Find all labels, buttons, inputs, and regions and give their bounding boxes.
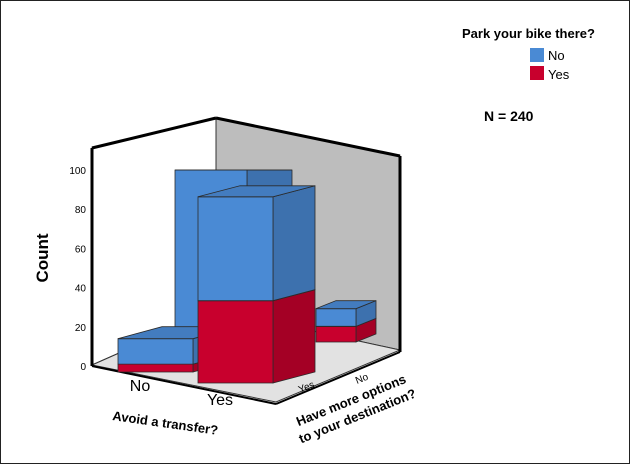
- y-tick-label: 40: [75, 284, 87, 295]
- y-tick-labels: 0 20 40 60 80 100: [69, 166, 86, 373]
- bar-yes-yes-yes-segment-side: [272, 289, 316, 384]
- back-top-edge: [91, 116, 217, 150]
- floor-right-edge: [275, 351, 401, 405]
- legend-label-yes: Yes: [548, 67, 570, 82]
- bar-right-no-segment-front: [315, 308, 357, 327]
- z-tick-no: No: [354, 372, 370, 387]
- back-right-edge: [215, 116, 401, 158]
- bar-yes-yes-no-segment-front: [197, 196, 274, 302]
- y-tick-label: 80: [75, 205, 87, 216]
- sample-size-annotation: N = 240: [484, 108, 534, 124]
- bar-right-yes-segment-front: [315, 325, 357, 343]
- bar-yes-yes-no-segment-side: [272, 185, 316, 302]
- y-tick-label: 60: [75, 244, 87, 255]
- legend-swatch-yes: [530, 66, 544, 80]
- x-tick-yes: Yes: [207, 392, 233, 409]
- y-axis-label: Count: [33, 233, 52, 282]
- bar-no-yes-no-segment-front: [117, 338, 194, 365]
- y-tick-label: 100: [69, 166, 86, 177]
- legend-swatch-no: [530, 48, 544, 62]
- x-axis-label: Avoid a transfer?: [112, 408, 220, 438]
- y-tick-label: 20: [75, 323, 87, 334]
- legend-title: Park your bike there?: [462, 26, 595, 41]
- x-tick-no: No: [130, 378, 151, 395]
- legend-label-no: No: [548, 48, 565, 63]
- bar-right-no-segment-top: [315, 300, 377, 310]
- bar-yes-yes-yes-segment-front: [197, 300, 274, 384]
- y-tick-label: 0: [80, 362, 86, 373]
- bar-yes-yes-no-segment-top: [197, 185, 316, 198]
- bars-group: [117, 169, 377, 384]
- bar-no-yes-yes-segment-front: [117, 363, 194, 373]
